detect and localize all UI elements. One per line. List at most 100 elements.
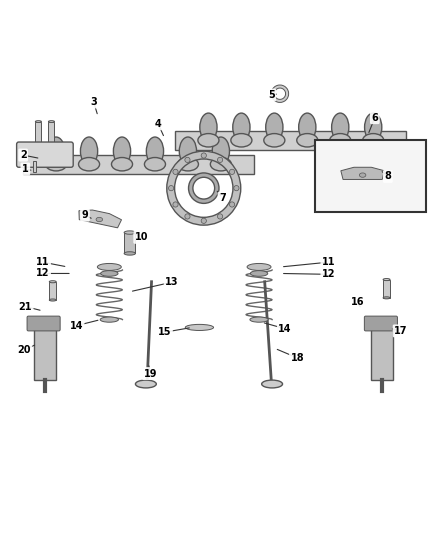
Ellipse shape [200,113,217,141]
Ellipse shape [100,317,118,322]
Text: 9: 9 [81,210,88,220]
Ellipse shape [113,137,131,165]
Ellipse shape [359,173,366,177]
Text: 12: 12 [36,269,49,278]
Text: 14: 14 [70,321,83,330]
Text: 19: 19 [144,368,157,378]
Ellipse shape [261,380,283,388]
Text: 7: 7 [219,193,226,203]
Ellipse shape [231,134,252,147]
Ellipse shape [201,218,206,223]
Ellipse shape [78,158,99,171]
Ellipse shape [363,134,384,147]
Ellipse shape [145,158,166,171]
Bar [315,140,426,212]
Ellipse shape [185,214,190,219]
Ellipse shape [35,120,42,123]
Ellipse shape [173,169,178,174]
Bar [23,155,254,174]
Ellipse shape [35,142,42,144]
FancyBboxPatch shape [364,316,397,331]
Ellipse shape [210,158,231,171]
Bar [35,122,42,143]
Ellipse shape [250,317,268,322]
Ellipse shape [146,137,163,165]
Bar [33,161,36,172]
Text: 11: 11 [36,257,49,267]
Ellipse shape [218,157,223,163]
Ellipse shape [264,134,285,147]
Ellipse shape [297,134,318,147]
Ellipse shape [299,113,316,141]
Ellipse shape [49,281,56,283]
Text: 3: 3 [90,97,97,107]
Ellipse shape [185,325,214,330]
Ellipse shape [49,299,56,301]
Polygon shape [341,167,385,180]
Bar [48,122,54,143]
Ellipse shape [185,157,190,163]
Ellipse shape [201,153,206,158]
Text: 15: 15 [158,327,171,337]
Bar [49,282,56,300]
Ellipse shape [230,169,235,174]
Ellipse shape [364,113,382,141]
Text: 4: 4 [155,119,162,129]
Ellipse shape [234,185,239,191]
Text: 2: 2 [20,150,27,160]
Ellipse shape [330,134,351,147]
Ellipse shape [135,380,156,388]
Ellipse shape [124,231,135,234]
Ellipse shape [332,113,349,141]
Text: 20: 20 [17,345,31,355]
Ellipse shape [198,134,219,147]
Ellipse shape [96,217,102,222]
Ellipse shape [177,158,198,171]
Ellipse shape [48,142,54,144]
Ellipse shape [173,202,178,207]
Text: 8: 8 [385,172,391,181]
Text: 10: 10 [135,232,148,243]
Ellipse shape [112,158,133,171]
Bar [34,319,56,379]
Ellipse shape [46,158,67,171]
Bar [333,184,344,204]
Bar [176,131,406,150]
FancyBboxPatch shape [17,142,73,167]
Ellipse shape [247,263,271,270]
Text: 1: 1 [22,164,29,174]
Polygon shape [79,210,121,228]
Bar [383,279,390,298]
Text: 11: 11 [322,257,336,267]
Ellipse shape [233,113,250,141]
Ellipse shape [333,183,344,187]
Text: 14: 14 [279,324,292,334]
Ellipse shape [218,214,223,219]
Ellipse shape [179,137,197,165]
Text: 12: 12 [322,269,336,279]
Text: 17: 17 [394,326,408,336]
Bar [371,319,393,379]
Ellipse shape [48,120,54,123]
Text: 21: 21 [18,302,32,312]
Ellipse shape [266,113,283,141]
Text: 13: 13 [165,277,179,287]
Text: 6: 6 [371,112,378,123]
Ellipse shape [383,279,390,280]
Ellipse shape [101,271,118,276]
Bar [124,232,135,254]
Ellipse shape [333,203,344,206]
Ellipse shape [383,297,390,299]
Ellipse shape [97,263,121,270]
Ellipse shape [212,137,230,165]
FancyBboxPatch shape [27,316,60,331]
Ellipse shape [124,252,135,255]
Ellipse shape [251,271,268,276]
Text: 18: 18 [290,353,304,363]
Text: 5: 5 [268,90,275,100]
Ellipse shape [169,185,174,191]
Text: 16: 16 [351,297,364,307]
Ellipse shape [230,202,235,207]
Ellipse shape [81,137,98,165]
Ellipse shape [47,137,65,165]
